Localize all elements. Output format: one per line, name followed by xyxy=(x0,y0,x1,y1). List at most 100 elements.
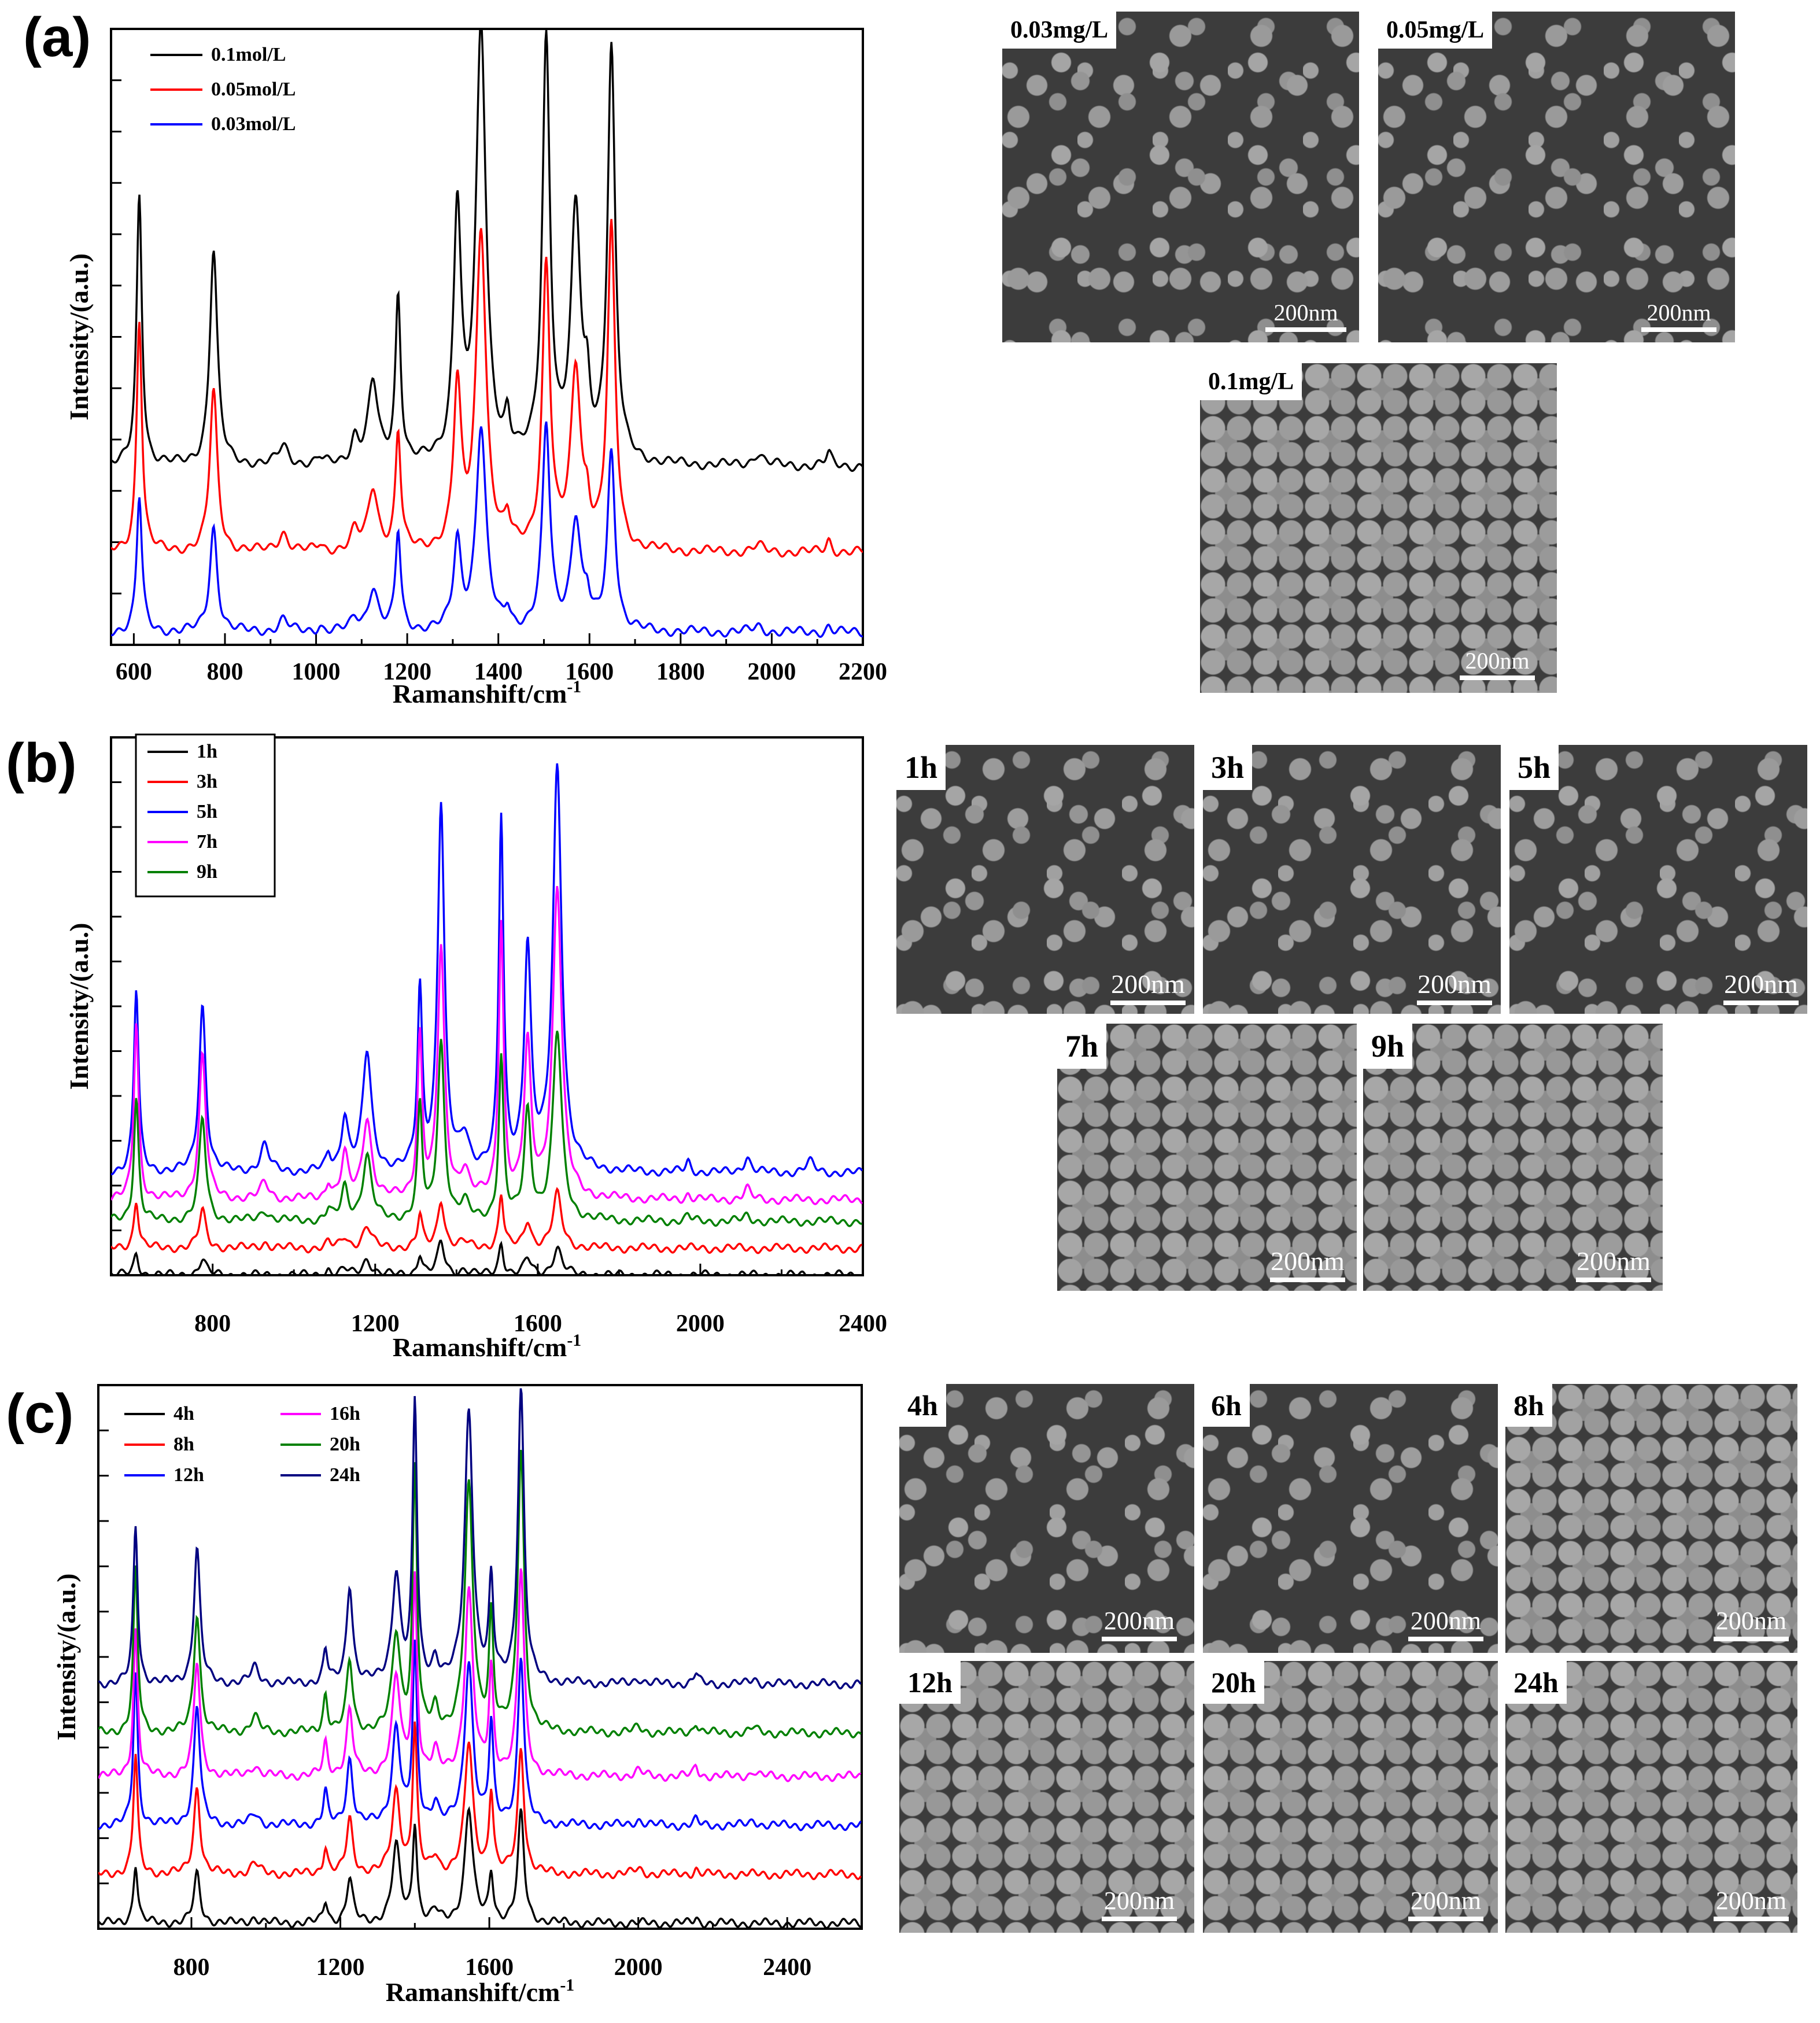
scale-bar: 200nm xyxy=(1408,1886,1483,1921)
scale-bar: 200nm xyxy=(1265,299,1346,332)
sem-label: 24h xyxy=(1505,1661,1567,1704)
legend-label: 20h xyxy=(330,1434,360,1455)
legend-label: 0.1mol/L xyxy=(211,44,286,65)
plot-frame xyxy=(97,1384,863,1930)
sem-image-c1: 4h 200nm xyxy=(899,1384,1194,1653)
series-line xyxy=(111,1187,862,1254)
scale-bar: 200nm xyxy=(1270,1246,1345,1282)
sem-image-a2: 0.05mg/L 200nm xyxy=(1378,12,1735,342)
x-tick-label: 1800 xyxy=(656,659,705,685)
series-line xyxy=(98,1806,861,1929)
scale-bar: 200nm xyxy=(1460,647,1535,680)
series-line xyxy=(111,421,863,638)
scale-bar: 200nm xyxy=(1408,1606,1483,1641)
sem-image-b2: 3h 200nm xyxy=(1203,745,1501,1014)
legend-label: 4h xyxy=(173,1403,194,1424)
series-line xyxy=(98,1388,862,1690)
legend-label: 12h xyxy=(173,1464,204,1486)
legend-label: 8h xyxy=(173,1434,194,1455)
sem-image-a1: 0.03mg/L 200nm xyxy=(1002,12,1359,342)
legend-label: 9h xyxy=(197,861,217,883)
scale-bar: 200nm xyxy=(1110,969,1186,1005)
sem-label: 0.1mg/L xyxy=(1200,363,1302,400)
x-tick-label: 2200 xyxy=(839,659,887,685)
x-axis-label-sup: -1 xyxy=(567,677,581,696)
series-line xyxy=(98,1721,862,1880)
x-tick-label: 800 xyxy=(173,1954,209,1981)
x-axis-label: Ramanshift/cm-1 xyxy=(386,1976,574,2007)
x-tick-label: 1200 xyxy=(351,1310,400,1337)
legend-label: 1h xyxy=(197,741,217,762)
sem-label: 1h xyxy=(896,745,946,790)
sem-label: 7h xyxy=(1057,1024,1107,1069)
sem-label: 9h xyxy=(1363,1024,1413,1069)
scale-bar: 200nm xyxy=(1641,299,1716,332)
x-tick-label: 1600 xyxy=(514,1310,562,1337)
legend-label: 0.03mol/L xyxy=(211,113,296,135)
sem-image-c4: 12h 200nm xyxy=(899,1661,1194,1933)
y-axis-label: Intensity/(a.u.) xyxy=(64,923,94,1090)
raman-chart-b: 800 1200 1600 2000 2400 Ramanshift/cm-1 Intens… xyxy=(64,733,887,1362)
series-line xyxy=(111,29,863,472)
sem-label: 0.05mg/L xyxy=(1378,12,1493,49)
x-tick-label: 1400 xyxy=(474,659,523,685)
sem-image-c6: 24h 200nm xyxy=(1505,1661,1797,1933)
sem-label: 0.03mg/L xyxy=(1002,12,1117,49)
x-tick-label: 2400 xyxy=(839,1310,887,1337)
x-axis-label-sup: -1 xyxy=(567,1331,581,1350)
panel-c-letter: (c) xyxy=(6,1383,74,1445)
scale-bar: 200nm xyxy=(1102,1886,1177,1921)
x-tick-label: 1600 xyxy=(465,1954,514,1981)
sem-label: 5h xyxy=(1509,745,1559,790)
sem-image-c2: 6h 200nm xyxy=(1203,1384,1498,1653)
x-axis-label: Ramanshift/cm-1 xyxy=(393,677,581,708)
x-tick-label: 2000 xyxy=(747,659,796,685)
panel-a-letter: (a) xyxy=(23,6,91,68)
x-tick-label: 1000 xyxy=(292,659,341,685)
x-tick-label: 2000 xyxy=(676,1310,725,1337)
y-axis-label: Intensity/(a.u.) xyxy=(64,253,94,420)
x-tick-label: 1200 xyxy=(383,659,431,685)
raman-chart-a: 600 800 1000 1200 1400 1600 1800 2000 2200 Ramans… xyxy=(64,28,887,708)
x-axis-label-sup: -1 xyxy=(560,1976,574,1995)
sem-image-a3: 0.1mg/L 200nm xyxy=(1200,363,1557,693)
series-line xyxy=(111,885,863,1205)
series-line xyxy=(98,1640,862,1832)
sem-image-b5: 9h 200nm xyxy=(1363,1024,1663,1291)
x-tick-label: 1200 xyxy=(316,1954,365,1981)
x-tick-label: 800 xyxy=(206,659,243,685)
raman-chart-c: 800 1200 1600 2000 2400 Ramanshift/cm-1 Intens… xyxy=(51,1384,863,2007)
sem-image-c5: 20h 200nm xyxy=(1203,1661,1498,1933)
sem-image-b3: 5h 200nm xyxy=(1509,745,1807,1014)
panel-b-letter: (b) xyxy=(6,732,77,794)
legend-label: 16h xyxy=(330,1403,360,1424)
scale-bar: 200nm xyxy=(1417,969,1492,1005)
sem-label: 20h xyxy=(1203,1661,1264,1704)
scale-bar: 200nm xyxy=(1723,969,1799,1005)
sem-label: 4h xyxy=(899,1384,946,1427)
scale-bar: 200nm xyxy=(1102,1606,1177,1641)
legend-label: 7h xyxy=(197,831,217,852)
series-line xyxy=(98,1449,862,1739)
series-line xyxy=(111,219,863,558)
y-axis-label: Intensity/(a.u.) xyxy=(51,1574,81,1741)
legend-box xyxy=(135,733,276,898)
x-tick-label: 1600 xyxy=(565,659,614,685)
sem-image-b1: 1h 200nm xyxy=(896,745,1194,1014)
sem-label: 6h xyxy=(1203,1384,1250,1427)
legend-label: 3h xyxy=(197,771,217,792)
legend-label: 24h xyxy=(330,1464,360,1486)
x-tick-label: 2000 xyxy=(614,1954,663,1981)
sem-label: 12h xyxy=(899,1661,961,1704)
series-line xyxy=(111,763,863,1177)
legend-label: 5h xyxy=(197,801,217,822)
x-axis-label: Ramanshift/cm-1 xyxy=(393,1331,581,1362)
series-line xyxy=(111,1239,862,1275)
legend-label: 0.05mol/L xyxy=(211,79,296,100)
series-line xyxy=(111,1031,863,1227)
sem-label: 3h xyxy=(1203,745,1253,790)
scale-bar: 200nm xyxy=(1714,1886,1789,1921)
x-tick-label: 600 xyxy=(116,659,152,685)
sem-label: 8h xyxy=(1505,1384,1552,1427)
sem-image-c3: 8h 200nm xyxy=(1505,1384,1797,1653)
